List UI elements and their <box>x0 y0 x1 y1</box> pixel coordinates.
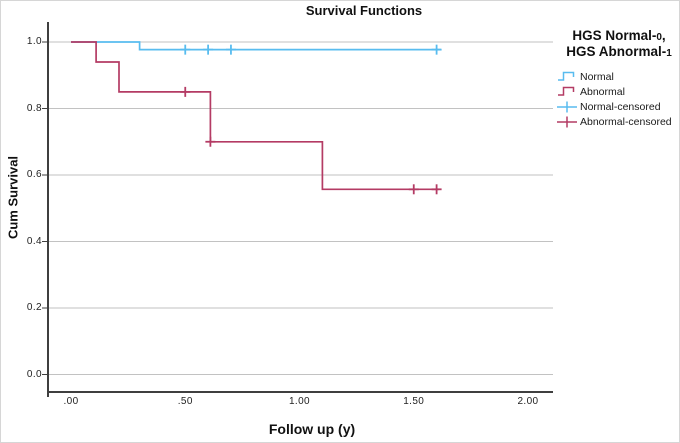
normal-step-line-icon <box>558 71 575 81</box>
legend-item-normal: Normal <box>557 69 679 84</box>
y-tick-label: 0.4 <box>26 235 42 247</box>
legend: HGS Normal-0, HGS Abnormal-1 Normal Abno… <box>557 28 679 129</box>
y-tick-label: 0.6 <box>26 169 42 180</box>
x-tick-label: .00 <box>63 396 79 407</box>
y-tick-label: 0.0 <box>26 368 42 380</box>
x-tick-label: .50 <box>177 396 193 407</box>
legend-items: Normal Abnormal Normal-censored Abnormal… <box>557 69 679 129</box>
x-axis-title: Follow up (y) <box>268 421 356 437</box>
legend-title1-code: 0 <box>656 32 662 43</box>
legend-title2-code: 1 <box>666 48 672 59</box>
legend-title-line2: HGS Abnormal-1 <box>557 44 679 61</box>
legend-title: HGS Normal-0, HGS Abnormal-1 <box>557 28 679 61</box>
y-axis-title: Cum Survival <box>5 155 21 240</box>
legend-item-normal-censored: Normal-censored <box>557 99 679 114</box>
survival-curve-normal <box>71 41 442 51</box>
legend-title1-text: HGS Normal- <box>572 28 657 43</box>
legend-item-label: Normal-censored <box>580 100 661 113</box>
x-tick-label: 1.50 <box>403 396 425 407</box>
legend-item-label: Normal <box>580 70 614 83</box>
legend-title1-comma: , <box>661 28 666 43</box>
legend-item-label: Abnormal <box>580 85 625 98</box>
x-tick-label: 1.00 <box>288 396 311 407</box>
legend-item-label: Abnormal-censored <box>580 115 672 128</box>
y-tick-label: 0.2 <box>26 302 42 313</box>
legend-item-abnormal: Abnormal <box>557 84 679 99</box>
normal-censored-plus-icon <box>557 101 577 113</box>
legend-title2-text: HGS Abnormal- <box>566 44 667 59</box>
abnormal-censored-plus-icon <box>557 116 577 128</box>
survival-curve-abnormal <box>71 41 439 191</box>
chart-title: Survival Functions <box>305 3 423 18</box>
legend-item-abnormal-censored: Abnormal-censored <box>557 114 679 129</box>
x-tick-label: 2.00 <box>517 396 539 407</box>
y-tick-label: 0.8 <box>26 102 42 114</box>
abnormal-step-line-icon <box>558 86 575 96</box>
y-tick-label: 1.0 <box>26 36 42 47</box>
legend-title-line1: HGS Normal-0, <box>557 28 679 45</box>
